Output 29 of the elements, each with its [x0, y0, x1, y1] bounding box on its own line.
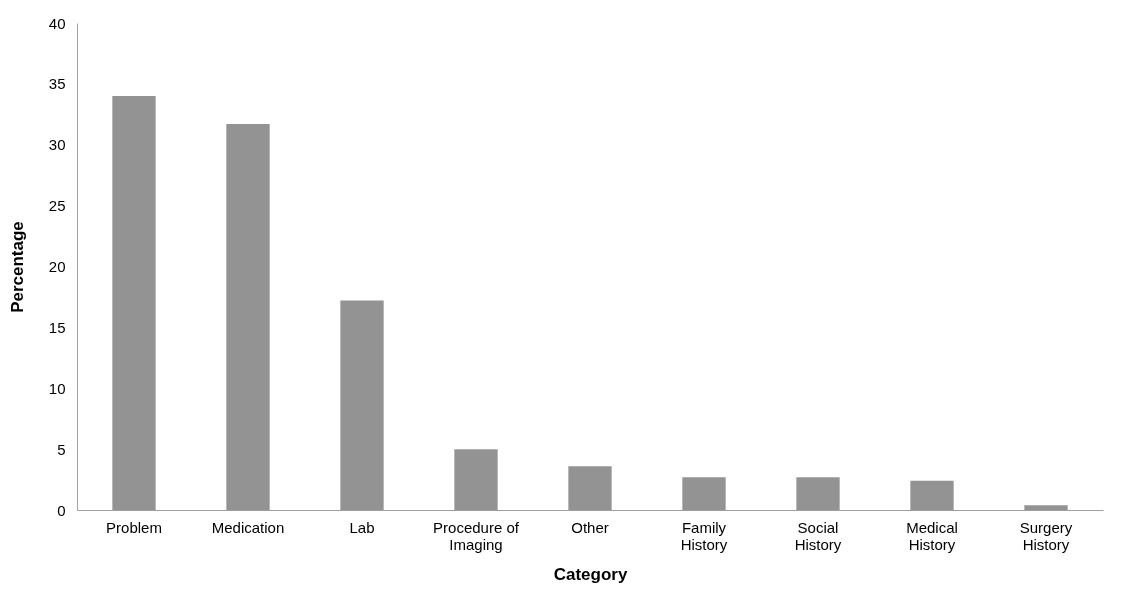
y-tick-label: 15	[48, 318, 66, 336]
bar	[682, 477, 726, 510]
x-tick-label: Lab	[349, 518, 375, 536]
bar	[910, 480, 954, 510]
y-tick-label: 25	[48, 197, 66, 215]
y-tick-label: 30	[48, 136, 66, 154]
x-axis-title: Category	[553, 564, 628, 584]
bar	[1024, 505, 1068, 510]
x-tick-label: Other	[571, 518, 609, 536]
y-tick-label: 20	[48, 258, 66, 275]
x-tick-label: Procedure of Imaging	[433, 518, 520, 553]
bar	[226, 124, 270, 510]
x-tick-label: Problem	[106, 518, 162, 536]
y-tick-label: 10	[48, 379, 66, 397]
bar	[112, 96, 156, 510]
y-tick-label: 5	[57, 440, 66, 458]
x-tick-label: Family History	[680, 518, 728, 553]
y-tick-label: 0	[57, 501, 66, 519]
y-tick-label: 35	[48, 75, 66, 93]
x-tick-label: Social History	[794, 518, 842, 553]
bar	[568, 466, 612, 510]
bar	[340, 300, 384, 510]
y-axis-title: Percentage	[7, 221, 27, 313]
bar	[796, 477, 840, 510]
x-tick-label: Surgery History	[1019, 518, 1073, 553]
x-tick-label: Medical History	[906, 518, 958, 553]
bar	[454, 449, 498, 510]
y-tick-label: 40	[48, 14, 66, 32]
x-tick-label: Medication	[211, 518, 285, 536]
